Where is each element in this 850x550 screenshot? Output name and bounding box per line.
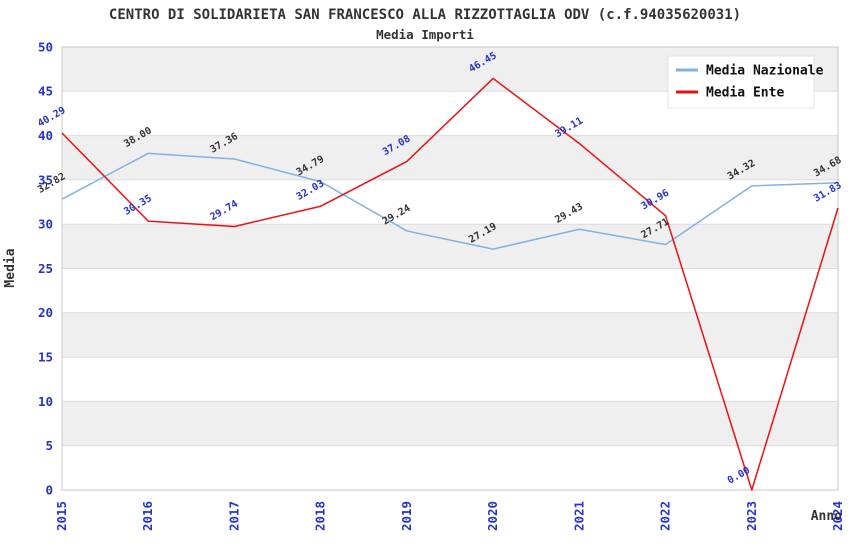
x-tick-label: 2024 (830, 501, 845, 531)
y-tick-label: 5 (45, 438, 53, 453)
background-band (62, 401, 838, 446)
x-tick-label: 2023 (744, 501, 759, 531)
x-tick-label: 2022 (658, 501, 673, 531)
chart-subtitle: Media Importi (376, 27, 474, 42)
background-band (62, 357, 838, 402)
x-axis-label: Anno (811, 509, 842, 524)
y-tick-label: 20 (38, 305, 53, 320)
y-tick-label: 0 (45, 482, 53, 497)
plot-area (61, 46, 839, 491)
axis-ticks: 0 5 10 15 20 25 30 35 40 45 50 2015 2016 2017 2018 2019… (38, 39, 845, 531)
background-band (62, 445, 838, 490)
y-tick-label: 10 (38, 394, 53, 409)
y-tick-label: 45 (38, 84, 53, 99)
series-line-media-ente (61, 77, 839, 491)
series-lines (61, 77, 839, 491)
x-tick-label: 2019 (399, 501, 414, 531)
x-tick-label: 2018 (313, 501, 328, 531)
x-tick-label: 2017 (226, 501, 241, 531)
legend-label: Media Ente (706, 86, 784, 101)
y-tick-label: 40 (38, 128, 53, 143)
background-band (62, 224, 838, 269)
y-tick-label: 50 (38, 39, 53, 54)
x-tick-label: 2015 (54, 501, 69, 531)
y-axis-label: Media (3, 248, 18, 287)
series-line-media-nazionale (61, 152, 839, 250)
background-band (62, 312, 838, 358)
background-band (62, 179, 838, 225)
legend-box (667, 55, 815, 109)
plot-border (61, 46, 839, 491)
y-tick-label: 15 (38, 349, 53, 364)
y-tick-label: 30 (38, 217, 53, 232)
y-tick-label: 35 (38, 172, 53, 187)
background-band (62, 268, 838, 313)
legend: Media Nazionale Media Ente (667, 55, 824, 109)
x-tick-label: 2021 (571, 501, 586, 531)
chart-title: CENTRO DI SOLIDARIETA SAN FRANCESCO ALLA… (109, 7, 741, 23)
y-tick-label: 25 (38, 261, 53, 276)
x-tick-label: 2016 (140, 501, 155, 531)
x-tick-label: 2020 (485, 501, 500, 531)
legend-label: Media Nazionale (706, 64, 824, 79)
background-band (62, 135, 838, 180)
